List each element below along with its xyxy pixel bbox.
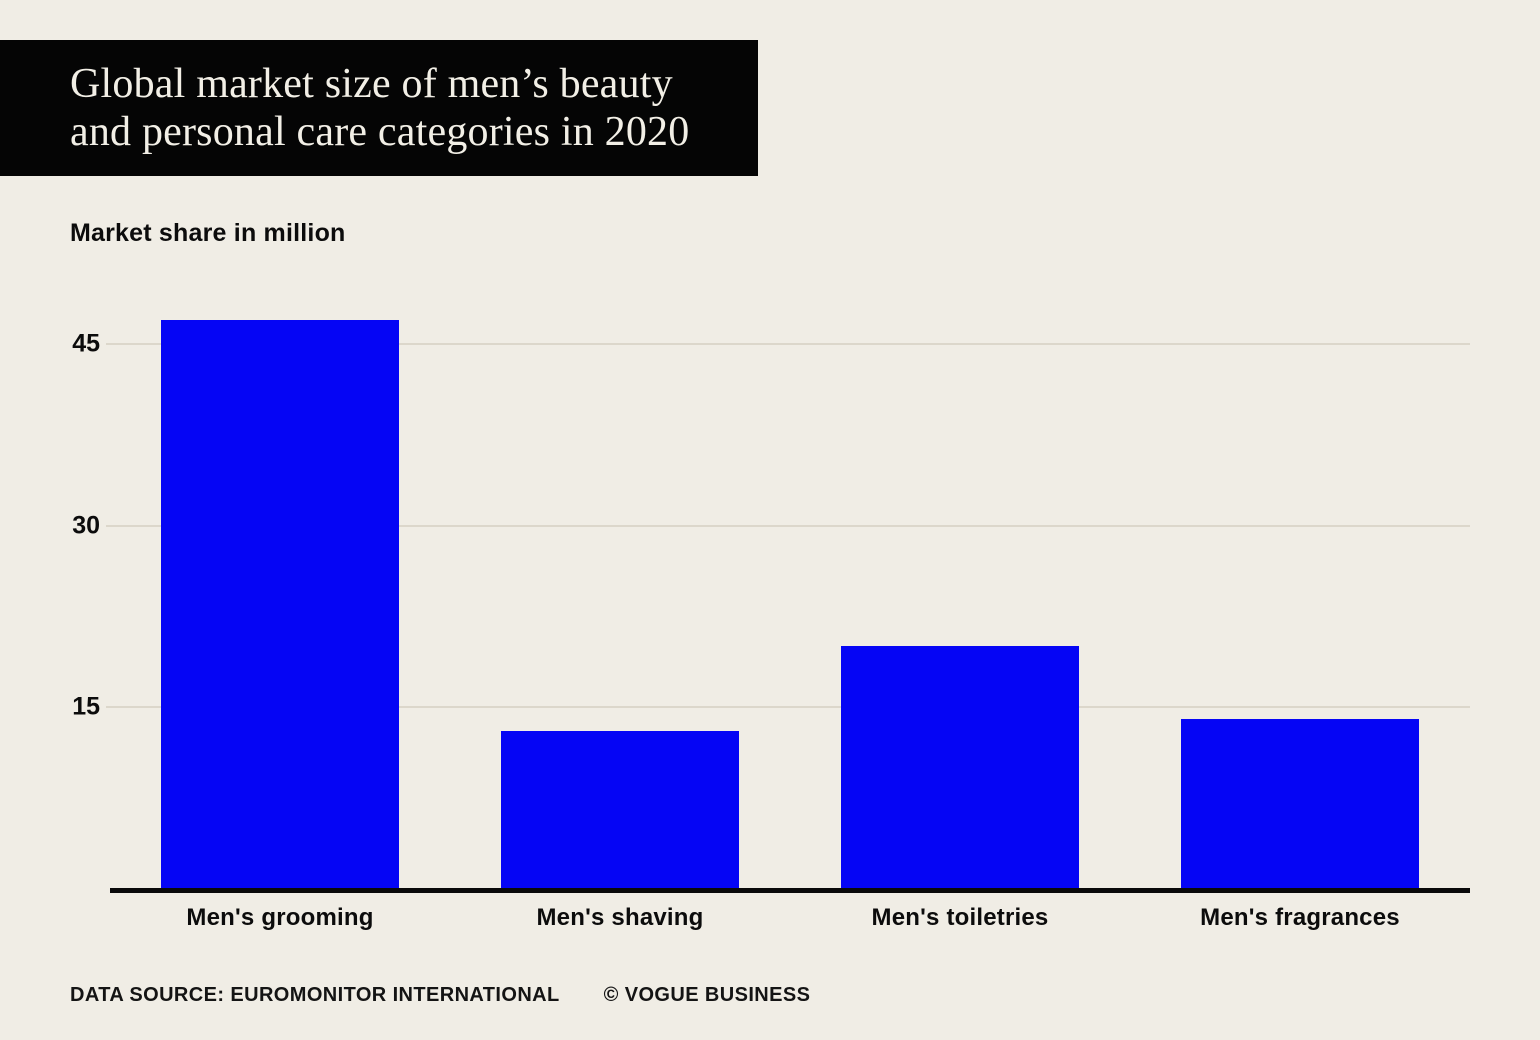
bar-men-s-fragrances — [1181, 718, 1419, 888]
y-axis-tick-labels: 15 30 45 — [0, 296, 100, 888]
plot-area — [106, 296, 1470, 888]
y-tick-label-15: 15 — [72, 692, 100, 721]
title-box: Global market size of men’s beauty and p… — [0, 40, 758, 176]
gridline-30 — [106, 524, 1470, 527]
bar-men-s-shaving — [501, 730, 739, 888]
bar-slot — [110, 296, 450, 888]
bar-slot — [790, 296, 1130, 888]
category-label: Men's toiletries — [871, 904, 1049, 931]
bar-men-s-grooming — [161, 320, 399, 888]
category-label: Men's grooming — [186, 904, 374, 931]
chart-title: Global market size of men’s beauty and p… — [0, 60, 689, 156]
footer: DATA SOURCE: EUROMONITOR INTERNATIONAL ©… — [70, 984, 810, 1007]
chart-title-line-1: Global market size of men’s beauty — [70, 61, 673, 107]
y-axis-unit-label: Market share in million — [70, 219, 346, 247]
gridline-15 — [106, 705, 1470, 708]
chart-title-line-2: and personal care categories in 2020 — [70, 109, 690, 155]
bar-chart: 15 30 45 Men's grooming Men's shaving Men's … — [0, 296, 1470, 1036]
data-source-credit: DATA SOURCE: EUROMONITOR INTERNATIONAL — [70, 984, 560, 1006]
bar-slot — [1130, 296, 1470, 888]
x-axis-category-labels: Men's grooming Men's shaving Men's toiletr… — [110, 904, 1470, 932]
gridline-45 — [106, 343, 1470, 346]
category-label: Men's shaving — [536, 904, 704, 931]
bar-slot — [450, 296, 790, 888]
x-axis-line — [110, 888, 1470, 893]
publisher-credit: © VOGUE BUSINESS — [603, 984, 811, 1006]
category-label: Men's fragrances — [1200, 904, 1400, 931]
bars-row — [110, 296, 1470, 888]
y-tick-label-45: 45 — [72, 329, 100, 358]
y-tick-label-30: 30 — [72, 511, 100, 540]
bar-men-s-toiletries — [841, 646, 1079, 888]
